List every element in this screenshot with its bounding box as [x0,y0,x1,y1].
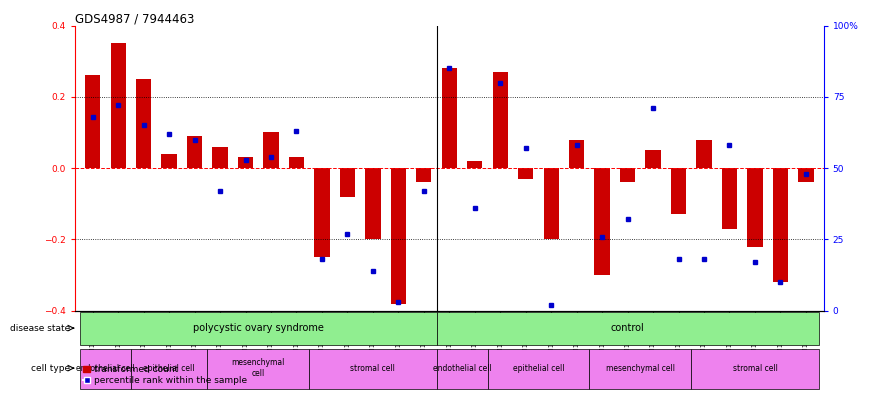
Text: endothelial cell: endothelial cell [433,364,492,373]
Bar [309,349,437,389]
Bar [136,79,152,168]
Bar [289,158,304,168]
Bar [80,312,437,345]
Bar [416,168,432,182]
Legend: transformed count, percentile rank within the sample: transformed count, percentile rank withi… [79,362,250,389]
Text: mesenchymal
cell: mesenchymal cell [232,358,285,378]
Bar [212,147,227,168]
Bar [544,168,559,239]
Bar [85,75,100,168]
Bar [467,161,483,168]
Bar [646,150,661,168]
Text: GDS4987 / 7944463: GDS4987 / 7944463 [75,13,194,26]
Bar [315,168,329,257]
Text: epithelial cell: epithelial cell [513,364,564,373]
Bar [437,312,818,345]
Bar [340,168,355,196]
Bar [238,158,253,168]
Bar [110,43,126,168]
Bar [391,168,406,303]
Bar [696,140,712,168]
Bar [773,168,788,282]
Bar [671,168,686,215]
Bar [80,349,131,389]
Bar [263,132,278,168]
Bar [492,72,507,168]
Bar [131,349,207,389]
Bar [518,168,533,179]
Text: cell type: cell type [31,364,70,373]
Text: control: control [611,323,645,333]
Bar [207,349,309,389]
Bar [589,349,692,389]
Bar [692,349,818,389]
Text: stromal cell: stromal cell [351,364,396,373]
Bar [595,168,610,275]
Text: epithelial cell: epithelial cell [144,364,195,373]
Bar [747,168,763,246]
Text: stromal cell: stromal cell [732,364,777,373]
Text: polycystic ovary syndrome: polycystic ovary syndrome [193,323,323,333]
Bar [441,68,457,168]
Text: mesenchymal cell: mesenchymal cell [606,364,675,373]
Bar [798,168,813,182]
Bar [366,168,381,239]
Bar [620,168,635,182]
Bar [187,136,203,168]
Bar [569,140,584,168]
Bar [437,349,487,389]
Bar [722,168,737,229]
Bar [487,349,589,389]
Bar [161,154,177,168]
Text: disease state: disease state [10,323,70,332]
Text: endothelial cell: endothelial cell [76,364,135,373]
